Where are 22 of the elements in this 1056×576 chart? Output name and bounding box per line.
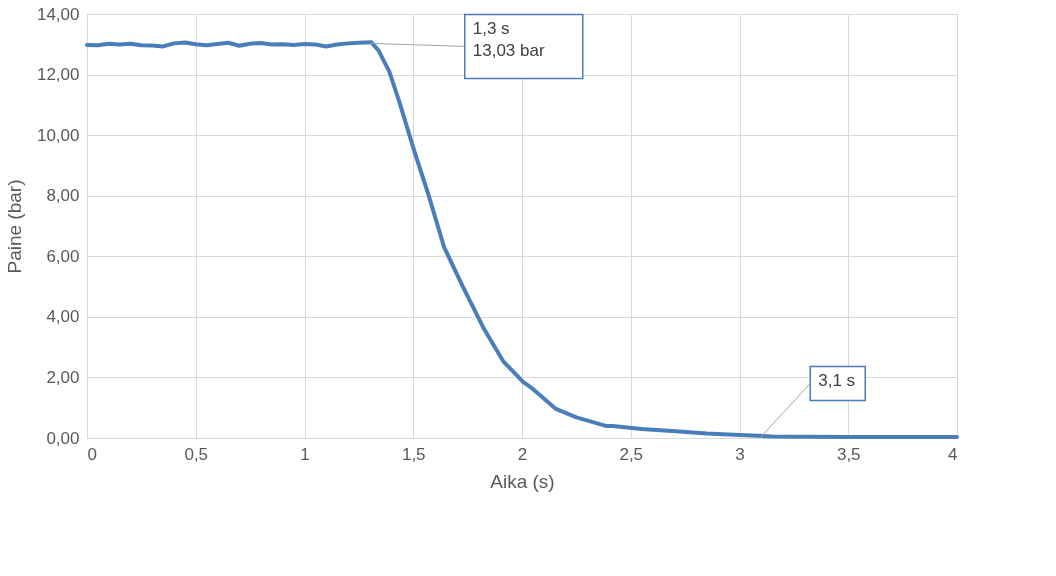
x-tick-label: 0 <box>87 444 97 464</box>
y-axis-title: Paine (bar) <box>3 179 25 274</box>
y-tick-label: 2,00 <box>46 367 80 387</box>
x-tick-label: 0,5 <box>184 444 209 464</box>
x-tick-label: 2,5 <box>619 444 644 464</box>
y-tick-label: 8,00 <box>46 186 80 206</box>
y-tick-label: 10,00 <box>36 125 80 145</box>
x-tick-label: 1,5 <box>401 444 426 464</box>
line-series <box>85 40 959 440</box>
x-tick-label: 3 <box>735 444 745 464</box>
y-tick-label: 0,00 <box>46 428 80 448</box>
x-tick-label: 4 <box>948 444 958 464</box>
x-axis-title: Aika (s) <box>490 470 555 492</box>
x-tick-label: 1 <box>300 444 310 464</box>
y-tick-label: 6,00 <box>46 246 80 266</box>
x-tick-label: 2 <box>517 444 528 464</box>
x-tick-label: 3,5 <box>836 444 861 464</box>
y-tick-label: 12,00 <box>36 65 80 85</box>
y-tick-label: 14,00 <box>36 4 80 24</box>
annotation: 3,1 s <box>818 371 856 391</box>
y-tick-label: 4,00 <box>46 307 80 327</box>
annotation: 1,3 s 13,03 bar <box>472 19 545 61</box>
